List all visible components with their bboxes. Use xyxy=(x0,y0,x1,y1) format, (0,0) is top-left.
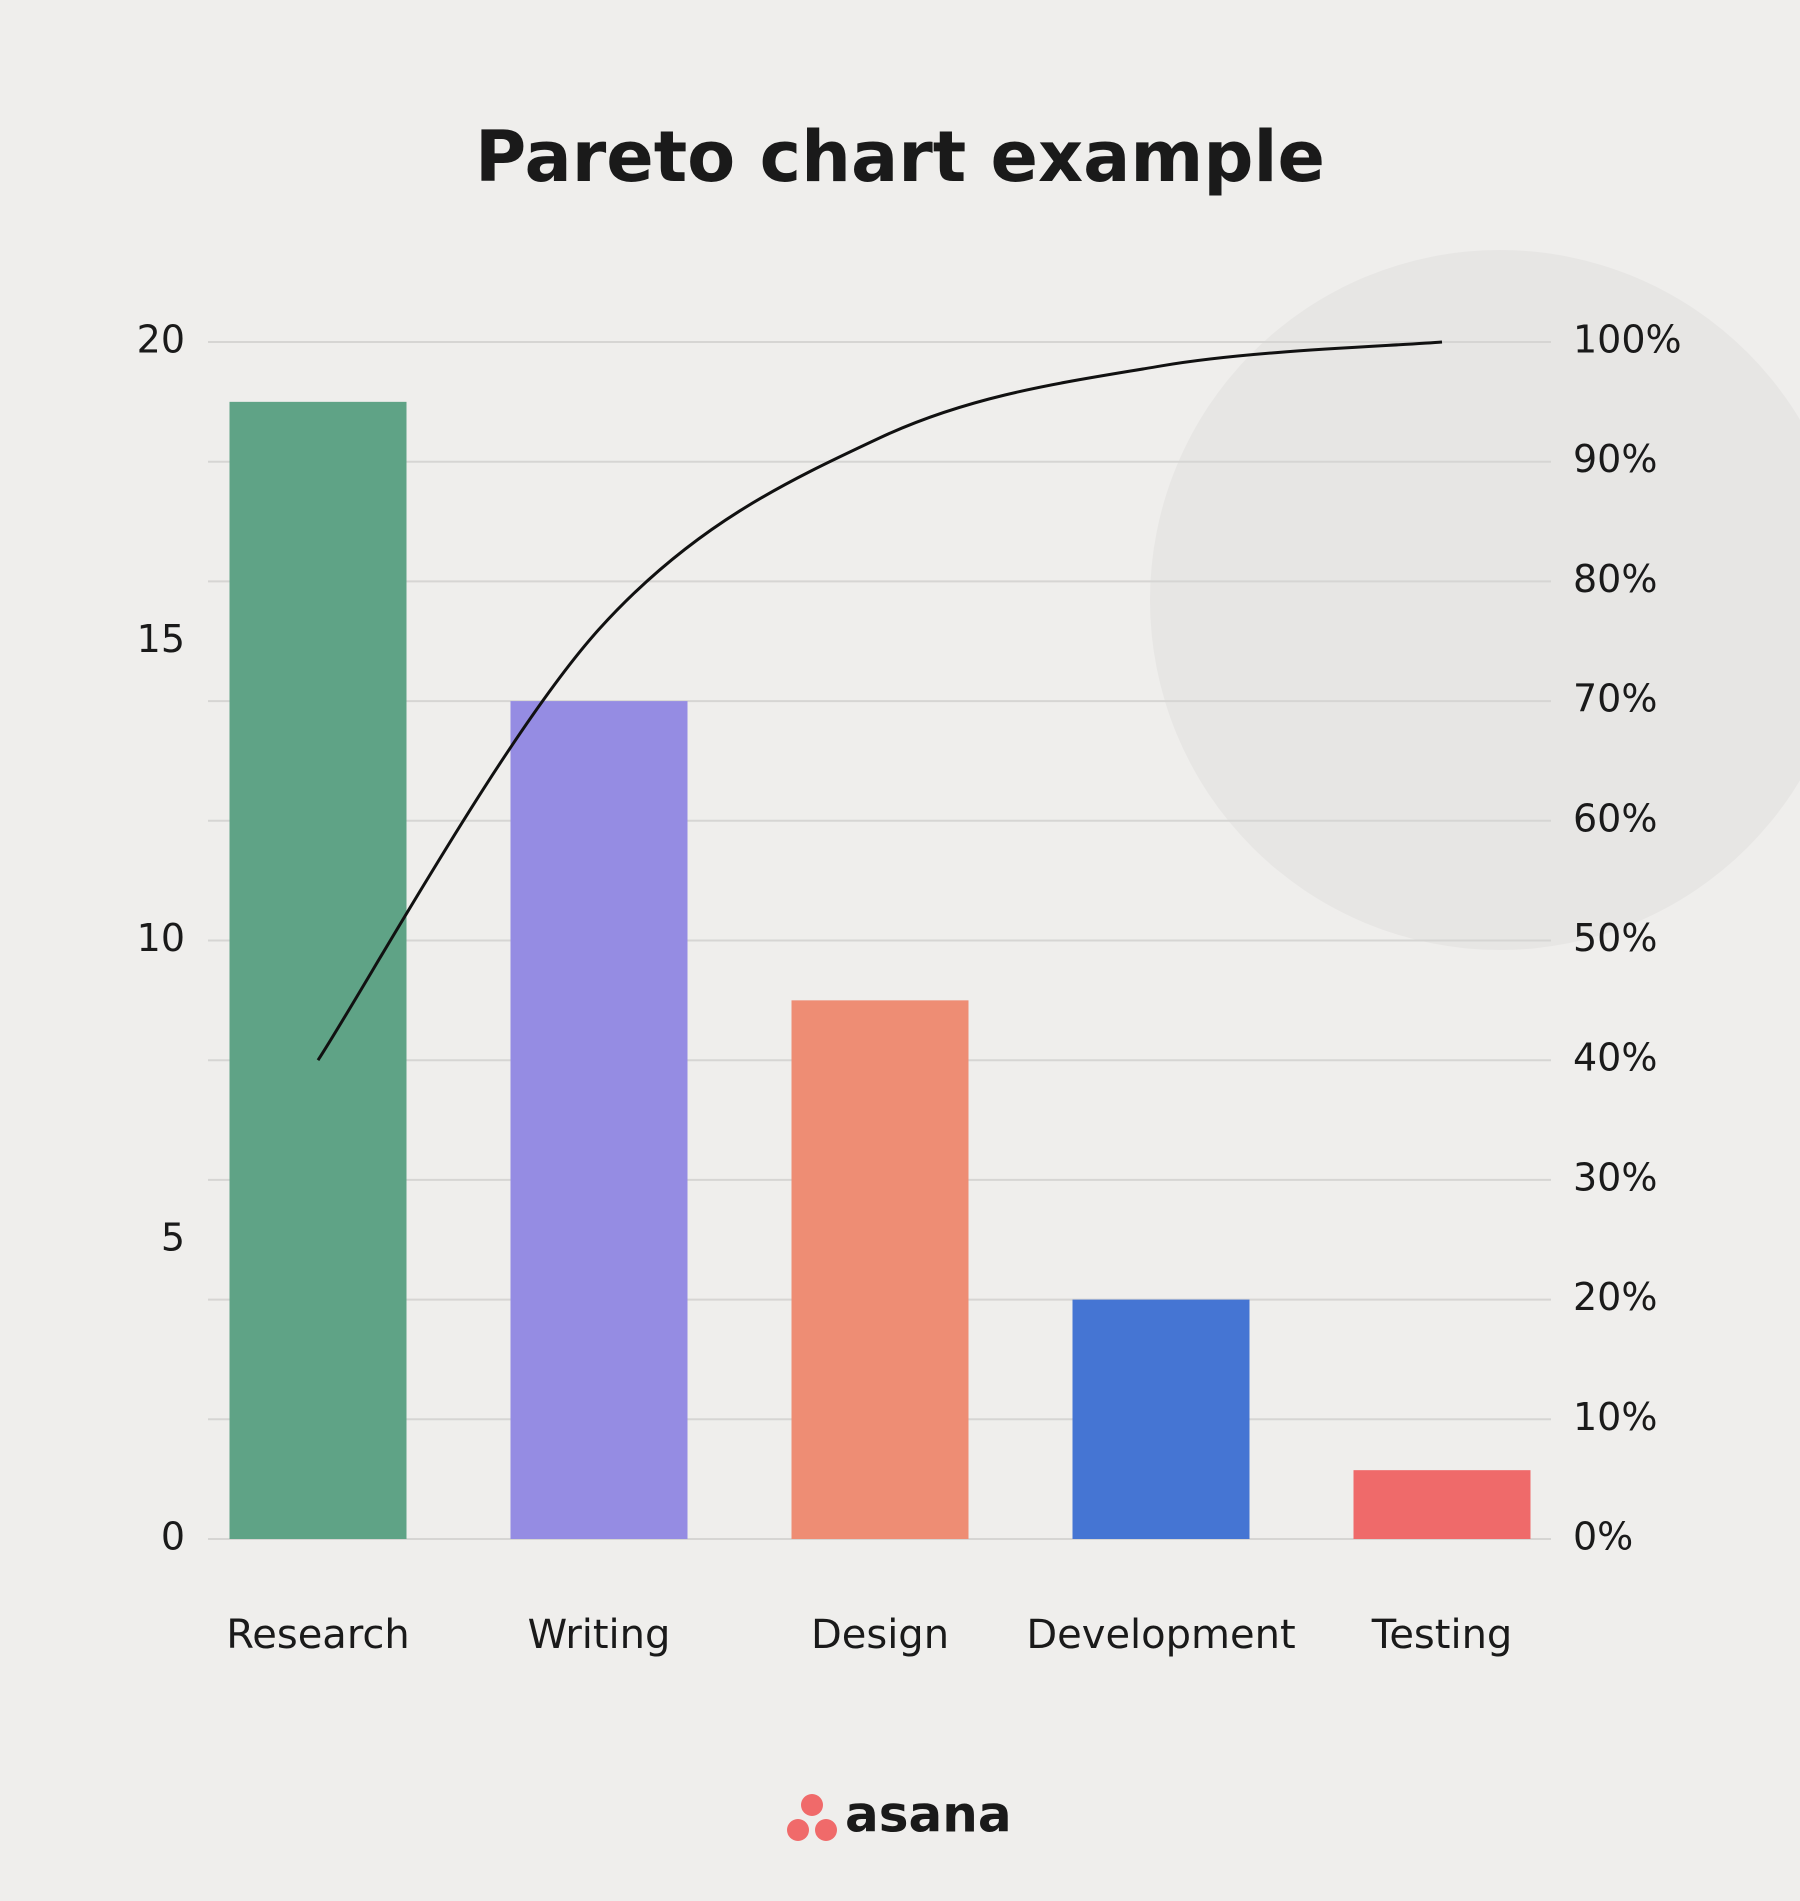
y2-tick-label: 0% xyxy=(1573,1515,1633,1559)
bar xyxy=(791,1000,969,1539)
bar xyxy=(1353,1470,1531,1539)
y-tick-label: 5 xyxy=(161,1215,185,1259)
y2-tick-label: 40% xyxy=(1573,1036,1657,1080)
y-tick-label: 10 xyxy=(137,916,185,960)
bar xyxy=(510,701,688,1539)
bar xyxy=(1072,1299,1250,1539)
cumulative-line xyxy=(316,340,1443,1062)
y2-tick-label: 20% xyxy=(1573,1275,1657,1319)
y2-tick-label: 60% xyxy=(1573,796,1657,840)
logo-text: asana xyxy=(845,1786,1012,1844)
x-tick-label: Testing xyxy=(1371,1612,1513,1658)
x-tick-label: Development xyxy=(1026,1612,1295,1658)
logo: asana xyxy=(787,1786,1012,1844)
logo-dot xyxy=(801,1794,823,1816)
decor-circle xyxy=(1150,250,1800,950)
x-tick-label: Research xyxy=(226,1612,409,1658)
y-tick-label: 15 xyxy=(137,617,185,661)
y2-tick-label: 70% xyxy=(1573,677,1657,721)
y-tick-label: 20 xyxy=(137,318,185,362)
y2-tick-label: 100% xyxy=(1573,318,1682,362)
y-tick-label: 0 xyxy=(161,1515,185,1559)
y2-tick-label: 30% xyxy=(1573,1155,1657,1199)
y2-tick-label: 50% xyxy=(1573,916,1657,960)
chart-title: Pareto chart example xyxy=(475,116,1325,198)
y2-tick-label: 90% xyxy=(1573,437,1657,481)
y2-tick-label: 80% xyxy=(1573,557,1657,601)
logo-dot xyxy=(815,1819,837,1841)
logo-dot xyxy=(787,1819,809,1841)
x-tick-label: Writing xyxy=(528,1612,671,1658)
y2-tick-label: 10% xyxy=(1573,1395,1657,1439)
bar xyxy=(229,401,407,1540)
x-tick-label: Design xyxy=(811,1612,949,1658)
